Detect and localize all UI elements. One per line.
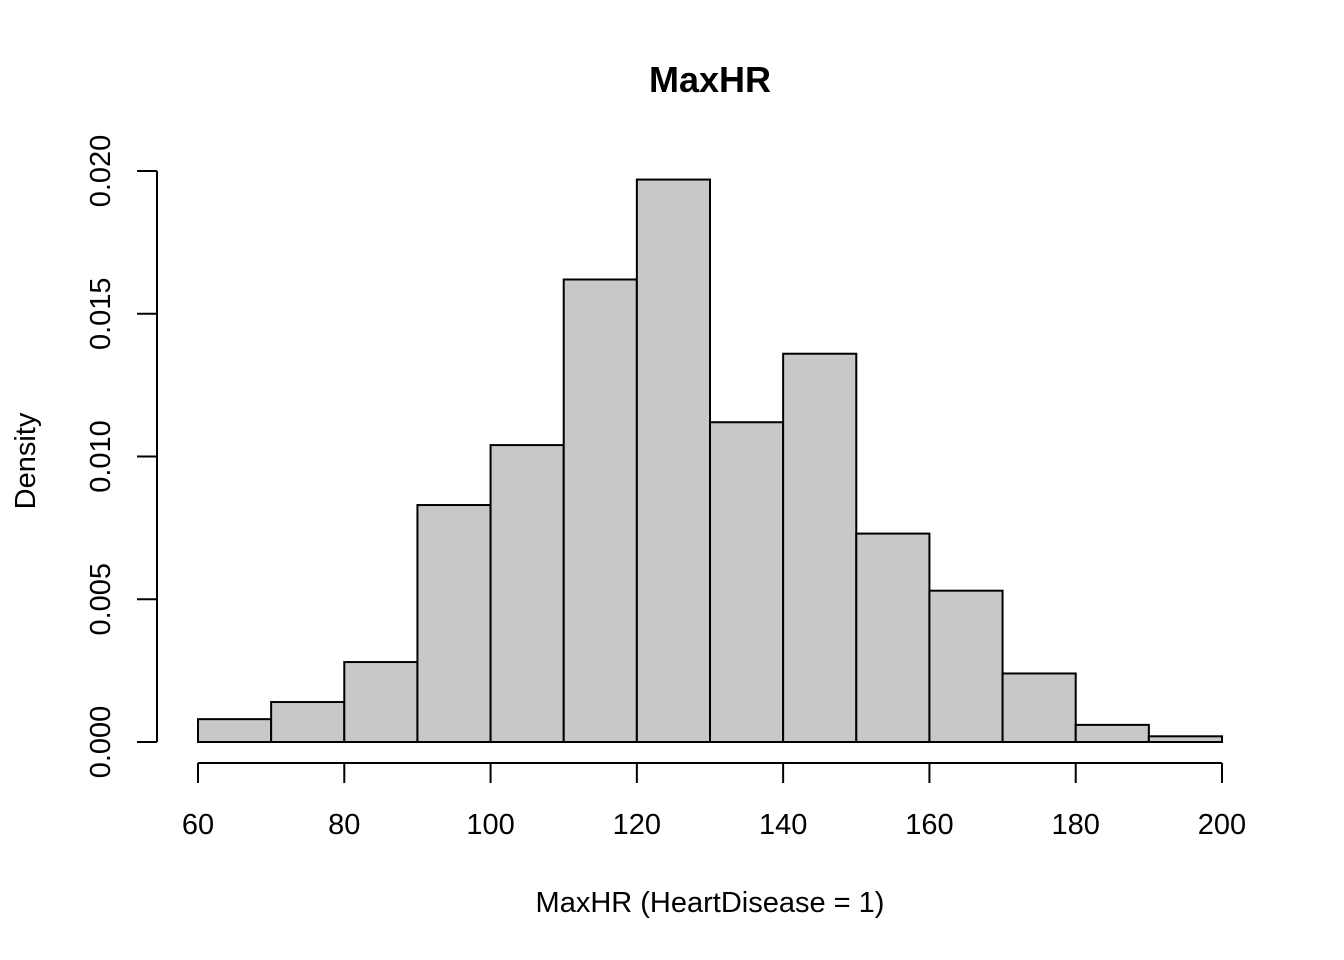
x-tick-label: 200 — [1198, 809, 1246, 841]
x-ticks: 60 80 100 120 140 160 180 200 — [182, 763, 1246, 841]
histogram-bar — [635, 178, 711, 743]
histogram-bar — [709, 421, 785, 743]
histogram-bar — [1074, 723, 1150, 743]
histogram-bar — [562, 278, 638, 743]
x-tick-label: 100 — [466, 809, 514, 841]
histogram-bar — [1147, 735, 1224, 743]
histogram-bar — [782, 352, 858, 743]
x-axis-label: MaxHR (HeartDisease = 1) — [536, 887, 885, 919]
y-tick-label: 0.000 — [85, 706, 117, 779]
y-tick-label: 0.020 — [85, 135, 117, 208]
x-tick-label: 80 — [328, 809, 360, 841]
chart-title: MaxHR — [649, 59, 771, 100]
x-tick-label: 160 — [905, 809, 953, 841]
x-tick-label: 60 — [182, 809, 214, 841]
y-axis-label: Density — [10, 412, 42, 509]
histogram-bar — [270, 701, 346, 744]
histogram-bar — [928, 589, 1004, 743]
x-axis: 60 80 100 120 140 160 180 200 — [182, 762, 1246, 841]
y-tick-label: 0.015 — [85, 277, 117, 350]
x-tick-label: 120 — [613, 809, 661, 841]
histogram-bars — [197, 178, 1224, 744]
y-tick-label: 0.005 — [85, 563, 117, 636]
histogram-bar — [1001, 672, 1077, 743]
x-tick-label: 140 — [759, 809, 807, 841]
y-ticks: 0.000 0.005 0.010 0.015 0.020 — [85, 135, 157, 779]
x-tick-label: 180 — [1052, 809, 1100, 841]
y-axis: 0.000 0.005 0.010 0.015 0.020 — [85, 135, 158, 779]
histogram-bar — [855, 532, 931, 744]
histogram-bar — [489, 444, 565, 743]
histogram-bar — [343, 661, 419, 743]
histogram-bar — [197, 718, 273, 743]
histogram-bar — [416, 504, 492, 743]
y-tick-label: 0.010 — [85, 420, 117, 493]
